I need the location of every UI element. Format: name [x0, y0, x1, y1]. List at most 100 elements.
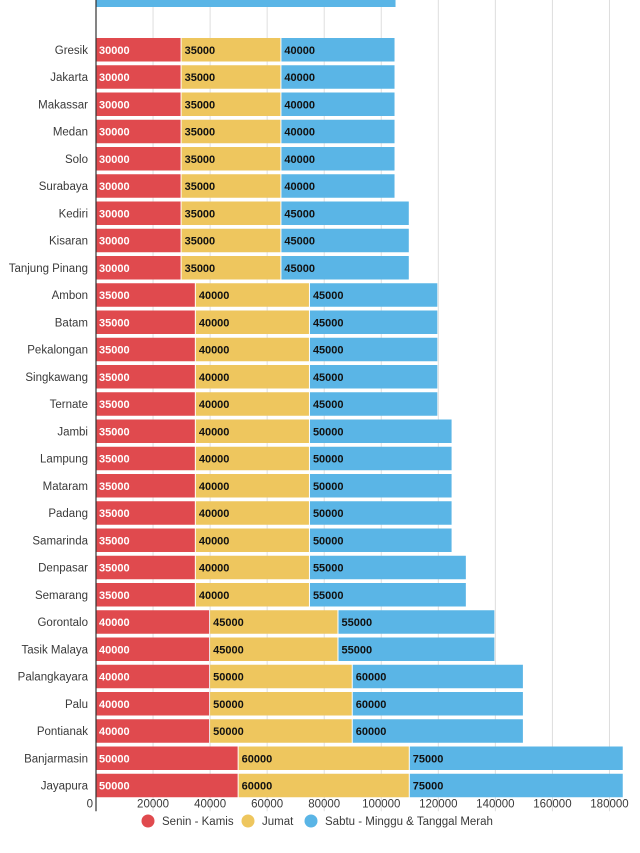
bar-segment: [96, 283, 195, 307]
bar-segment: [210, 637, 338, 661]
bar-segment: [96, 719, 210, 743]
legend-label: Sabtu - Minggu & Tanggal Merah: [325, 816, 493, 828]
bar-segment: [195, 501, 309, 525]
category-label: Jakarta: [50, 72, 88, 84]
bar-segment: [338, 637, 495, 661]
data-label: 35000: [185, 208, 216, 220]
bar-segment: [309, 474, 452, 498]
data-label: 40000: [199, 426, 230, 438]
data-label: 30000: [99, 45, 130, 57]
data-label: 45000: [313, 290, 344, 302]
bar-row: 35000 40000 50000: [96, 528, 452, 552]
bar-segment: [96, 583, 195, 607]
x-tick-label: 60000: [251, 798, 283, 810]
bar-segment: [409, 746, 623, 770]
bar-row: 30000 35000 40000: [96, 92, 395, 116]
bar-segment: [309, 283, 438, 307]
data-label: 40000: [284, 181, 315, 193]
bar-row: 30000 35000 45000: [96, 228, 409, 253]
data-label: 50000: [213, 726, 244, 738]
data-label: 40000: [199, 508, 230, 520]
bar-segment: [281, 174, 395, 198]
bar-segment: [195, 419, 309, 443]
data-label: 40000: [284, 99, 315, 111]
bar-row: 30000 35000 40000: [96, 174, 395, 198]
bar-row: 40000 50000 60000: [96, 719, 523, 743]
data-label: 40000: [199, 317, 230, 329]
bar-segment: [96, 664, 210, 689]
data-label: 35000: [99, 290, 130, 302]
data-label: 40000: [199, 535, 230, 547]
data-label: 40000: [199, 372, 230, 384]
category-label: Solo: [65, 154, 88, 166]
bar-row: 30000 35000 45000: [96, 201, 409, 225]
category-label: Ambon: [52, 290, 88, 302]
bar-segment: [281, 65, 395, 89]
bar-segment: [309, 528, 452, 552]
data-label: 40000: [284, 72, 315, 84]
bar-segment: [96, 501, 195, 525]
legend: Senin - Kamis Jumat Sabtu - Minggu & Tangg…: [141, 814, 493, 828]
bar-segment: [195, 555, 309, 580]
category-label: Palu: [65, 699, 88, 711]
bar-segment: [96, 337, 195, 362]
bar-segment: [181, 65, 281, 89]
data-label: 40000: [199, 290, 230, 302]
data-label: 60000: [356, 699, 387, 711]
partial-bar-cropped: [96, 0, 396, 7]
data-label: 35000: [185, 99, 216, 111]
data-label: 35000: [185, 154, 216, 166]
bar-segment: [195, 474, 309, 498]
category-label: Makassar: [38, 99, 88, 111]
category-label: Pontianak: [37, 726, 88, 738]
data-label: 40000: [99, 699, 130, 711]
bar-segment: [96, 119, 181, 144]
bar-segment: [210, 610, 338, 634]
data-label: 45000: [313, 345, 344, 357]
category-label: Kediri: [59, 208, 88, 220]
bar-segment: [181, 201, 281, 225]
bar-row: 50000 60000 75000: [96, 773, 623, 798]
bar-row: 30000 35000 40000: [96, 38, 395, 62]
data-label: 35000: [185, 127, 216, 139]
bar-segment: [181, 228, 281, 253]
bar-row: 35000 40000 55000: [96, 583, 466, 607]
data-label: 50000: [313, 426, 344, 438]
data-label: 50000: [313, 481, 344, 493]
bar-segment: [195, 310, 309, 334]
bar-segment: [96, 65, 181, 89]
bar-row: 40000 45000 55000: [96, 637, 495, 661]
bar-row: 35000 40000 45000: [96, 392, 438, 416]
category-label: Singkawang: [25, 372, 88, 384]
data-label: 30000: [99, 154, 130, 166]
category-label: Samarinda: [32, 535, 88, 547]
bar-segment: [195, 446, 309, 471]
bar-segment: [281, 256, 409, 280]
bar-segment: [181, 147, 281, 171]
data-label: 75000: [413, 753, 444, 765]
data-label: 50000: [99, 781, 130, 793]
legend-label: Senin - Kamis: [162, 816, 234, 828]
bar-row: 35000 40000 55000: [96, 555, 466, 580]
bar-segment: [96, 365, 195, 389]
bar-segment: [96, 773, 238, 798]
bar-segment: [96, 174, 181, 198]
bar-segment: [181, 38, 281, 62]
bar-segment: [352, 664, 523, 689]
category-label: Denpasar: [38, 563, 88, 575]
bar-segment: [96, 392, 195, 416]
bar-segment: [96, 610, 210, 634]
bar-segment: [210, 692, 352, 716]
bar-segment: [309, 446, 452, 471]
data-label: 35000: [99, 481, 130, 493]
legend-swatch: [241, 814, 255, 828]
bar-row: 40000 50000 60000: [96, 664, 523, 689]
legend-swatch: [304, 814, 318, 828]
data-label: 50000: [99, 753, 130, 765]
data-label: 50000: [313, 508, 344, 520]
bar-row: 35000 40000 50000: [96, 501, 452, 525]
data-label: 40000: [199, 481, 230, 493]
data-label: 45000: [313, 317, 344, 329]
bar-row: 35000 40000 50000: [96, 474, 452, 498]
category-label: Batam: [55, 317, 88, 329]
